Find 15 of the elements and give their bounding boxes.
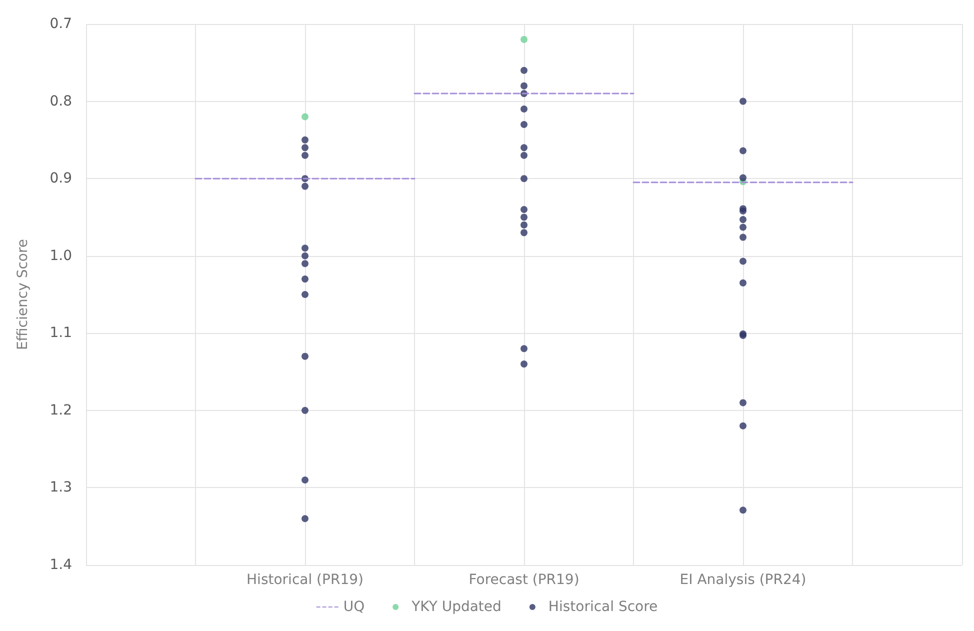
y-tick-label: 1.4	[50, 557, 72, 573]
y-tick-label: 1.3	[50, 480, 72, 496]
y-axis-title: Efficiency Score	[15, 238, 31, 350]
y-tick-label: 0.8	[50, 93, 72, 110]
y-tick-label: 1.1	[50, 325, 72, 342]
y-tick-label: 0.9	[50, 170, 72, 187]
y-tick-label: 1.2	[50, 402, 72, 418]
legend-label: Historical Score	[548, 599, 658, 615]
y-tick-label: 1.0	[50, 248, 72, 264]
x-tick-label: Forecast (PR19)	[468, 572, 580, 588]
legend-label: YKY Updated	[410, 599, 502, 615]
x-tick-label: EI Analysis (PR24)	[680, 572, 806, 588]
legend-label: UQ	[343, 599, 365, 615]
x-tick-label: Historical (PR19)	[246, 572, 364, 588]
y-tick-label: 0.7	[50, 16, 72, 32]
